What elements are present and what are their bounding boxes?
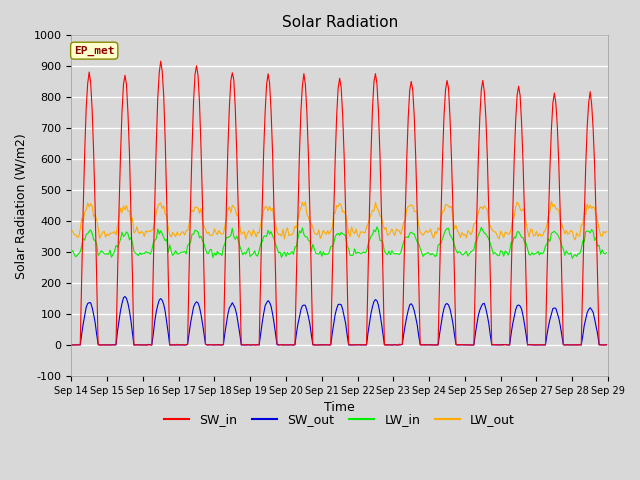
SW_out	[121, 294, 129, 300]
SW_out	[134, 342, 142, 348]
SW_in	[69, 342, 77, 348]
LW_in	[227, 233, 235, 239]
LW_in	[576, 251, 584, 256]
Line: SW_out: SW_out	[71, 297, 607, 345]
SW_out	[575, 342, 582, 348]
SW_in	[230, 77, 237, 83]
LW_out	[301, 199, 309, 204]
LW_in	[603, 250, 611, 255]
Legend: SW_in, SW_out, LW_in, LW_out: SW_in, SW_out, LW_in, LW_out	[159, 408, 520, 431]
Line: LW_in: LW_in	[71, 227, 607, 258]
LW_in	[67, 250, 75, 255]
LW_out	[572, 237, 579, 243]
SW_in	[603, 342, 611, 348]
SW_in	[248, 342, 255, 348]
SW_out	[303, 308, 310, 313]
Line: SW_in: SW_in	[71, 61, 607, 345]
LW_out	[133, 224, 141, 229]
LW_out	[548, 198, 556, 204]
LW_out	[254, 229, 262, 235]
LW_in	[373, 224, 381, 230]
Title: Solar Radiation: Solar Radiation	[282, 15, 398, 30]
SW_out	[228, 300, 236, 306]
SW_in	[305, 151, 312, 156]
SW_out	[255, 342, 263, 348]
LW_in	[254, 253, 262, 259]
LW_out	[67, 227, 75, 233]
SW_in	[157, 58, 164, 64]
Text: EP_met: EP_met	[74, 46, 115, 56]
Y-axis label: Solar Radiation (W/m2): Solar Radiation (W/m2)	[15, 133, 28, 278]
SW_out	[246, 342, 254, 348]
LW_in	[568, 255, 576, 261]
X-axis label: Time: Time	[324, 401, 355, 414]
LW_out	[245, 228, 253, 234]
SW_in	[67, 342, 75, 348]
Line: LW_out: LW_out	[71, 201, 607, 240]
LW_in	[301, 234, 309, 240]
LW_out	[603, 229, 611, 235]
SW_in	[134, 342, 142, 348]
LW_in	[245, 245, 253, 251]
LW_in	[133, 251, 141, 257]
SW_out	[67, 342, 75, 348]
LW_out	[227, 210, 235, 216]
SW_out	[603, 342, 611, 348]
LW_out	[576, 233, 584, 239]
SW_in	[257, 272, 264, 277]
SW_in	[576, 342, 584, 348]
